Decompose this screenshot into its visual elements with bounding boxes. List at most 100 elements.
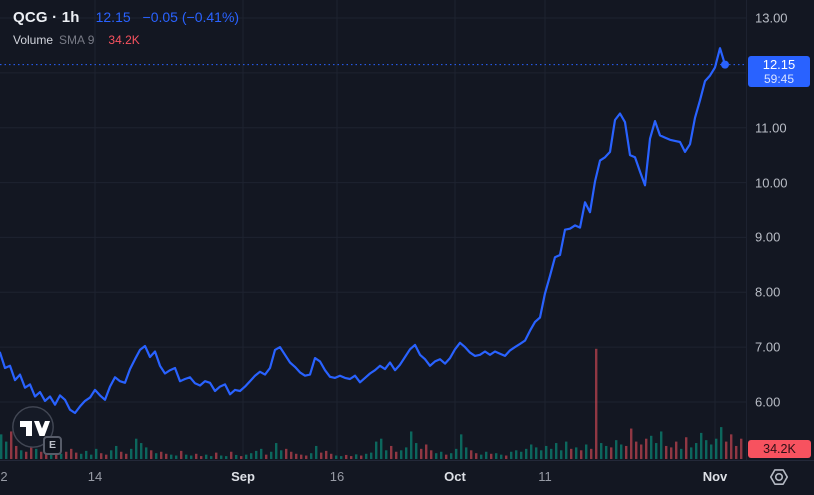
volume-bar	[575, 447, 578, 459]
volume-bar	[325, 450, 328, 459]
volume-bar	[10, 431, 13, 459]
volume-bar	[680, 448, 683, 459]
volume-bar	[690, 447, 693, 459]
volume-bar	[80, 453, 83, 459]
volume-bar	[535, 447, 538, 459]
price-line-series	[0, 47, 727, 415]
volume-bar	[385, 450, 388, 459]
time-axis-separator	[0, 460, 814, 461]
price-axis-label: 6.00	[755, 394, 781, 410]
volume-bar	[675, 441, 678, 459]
volume-bar	[740, 438, 743, 459]
volume-bar	[720, 427, 723, 459]
volume-bar	[15, 445, 18, 459]
volume-indicator-label[interactable]: Volume	[13, 33, 54, 47]
time-axis-label-month: Oct	[444, 469, 466, 484]
volume-bar	[85, 450, 88, 459]
volume-bar	[510, 451, 513, 459]
volume-bar	[660, 431, 663, 459]
volume-bar	[650, 435, 653, 459]
volume-bar	[105, 454, 108, 459]
volume-bar	[605, 445, 608, 459]
settings-gear-button[interactable]	[767, 465, 791, 489]
volume-bar	[30, 438, 33, 459]
volume-bar	[100, 453, 103, 459]
volume-bar	[5, 441, 8, 459]
exchange-badge[interactable]: E	[43, 436, 62, 455]
volume-bar	[665, 445, 668, 459]
volume-bar	[25, 451, 28, 459]
volume-bar	[685, 437, 688, 459]
time-axis[interactable]: 2 14 Sep 16 Oct 11 Nov	[0, 461, 814, 495]
volume-bar	[285, 448, 288, 459]
volume-bar	[240, 456, 243, 459]
volume-bar	[335, 455, 338, 459]
volume-bar	[220, 455, 223, 459]
volume-bar	[280, 450, 283, 459]
volume-bar	[225, 456, 228, 459]
volume-bar	[700, 432, 703, 459]
volume-bar	[415, 443, 418, 459]
volume-bar	[290, 451, 293, 459]
volume-bar	[620, 444, 623, 459]
volume-bar	[525, 448, 528, 459]
volume-bar	[420, 448, 423, 459]
last-price-text: 12.15	[95, 9, 131, 25]
volume-bar	[110, 450, 113, 459]
volume-bar	[410, 431, 413, 459]
price-axis-label: 11.00	[755, 120, 787, 136]
volume-bar	[475, 453, 478, 459]
price-axis-separator	[746, 0, 747, 460]
volume-bar	[405, 447, 408, 459]
volume-bar	[435, 453, 438, 459]
volume-bar	[70, 448, 73, 459]
volume-bar	[600, 443, 603, 459]
badge-price-text: 12.15	[762, 57, 796, 72]
volume-bar	[725, 441, 728, 459]
volume-bar	[540, 450, 543, 459]
volume-bar	[455, 448, 458, 459]
volume-bar	[390, 445, 393, 459]
volume-bar	[610, 447, 613, 459]
volume-bar	[250, 453, 253, 459]
volume-bar	[365, 453, 368, 459]
volume-bar	[640, 444, 643, 459]
volume-bar	[40, 451, 43, 459]
volume-bar	[310, 453, 313, 459]
volume-bar	[590, 448, 593, 459]
volume-bar	[565, 441, 568, 459]
volume-bar	[695, 443, 698, 459]
volume-axis-badge: 34.2K	[748, 440, 811, 458]
volume-bar	[710, 444, 713, 459]
volume-bar	[625, 445, 628, 459]
volume-bar	[515, 450, 518, 459]
chart-legend: QCG · 1h 12.15 −0.05 (−0.41%) Volume SMA…	[13, 9, 239, 47]
volume-bar	[115, 445, 118, 459]
volume-bar	[175, 455, 178, 459]
volume-bar	[555, 443, 558, 459]
volume-bar	[545, 445, 548, 459]
volume-bar	[350, 456, 353, 459]
time-axis-label-day: 11	[538, 469, 552, 484]
volume-bar	[470, 450, 473, 459]
volume-bar	[195, 453, 198, 459]
volume-bar	[20, 450, 23, 459]
symbol-title[interactable]: QCG · 1h	[13, 9, 80, 26]
price-axis-label: 9.00	[755, 229, 781, 245]
volume-bar	[395, 451, 398, 459]
volume-bar	[400, 450, 403, 459]
volume-bar	[645, 438, 648, 459]
volume-bar	[200, 456, 203, 459]
volume-bar	[245, 454, 248, 459]
volume-bar	[460, 434, 463, 459]
volume-bar	[520, 451, 523, 459]
price-axis-label: 7.00	[755, 339, 781, 355]
volume-bar	[705, 440, 708, 459]
volume-bar	[315, 445, 318, 459]
volume-bar	[300, 454, 303, 459]
volume-bar	[580, 450, 583, 459]
volume-bar	[125, 453, 128, 459]
time-axis-label-day: 16	[329, 469, 345, 484]
volume-bar	[360, 455, 363, 459]
